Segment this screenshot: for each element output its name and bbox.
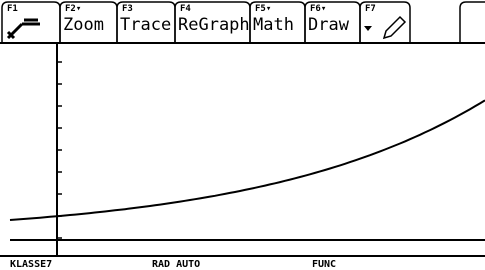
tab-label: Trace xyxy=(120,15,171,35)
tab-key: F7 xyxy=(365,4,376,14)
tab-key: F3 xyxy=(122,4,133,14)
tab-label: Zoom xyxy=(63,15,104,35)
tab-key: F2▾ xyxy=(65,4,81,14)
calculator-screen: F1 F2▾Zoom F3Trace F4ReGraph F5▾Math F6▾Draw F… xyxy=(0,0,485,270)
status-graph-mode: FUNC xyxy=(312,259,336,270)
tab-key: F5▾ xyxy=(255,4,271,14)
tab-label: Draw xyxy=(308,15,350,35)
status-folder: KLASSE7 xyxy=(10,259,52,270)
background xyxy=(0,0,485,270)
tab-key: F4 xyxy=(180,4,191,14)
tab-label: Math xyxy=(253,15,294,35)
tab-key: F6▾ xyxy=(310,4,326,14)
status-mode: RAD AUTO xyxy=(152,259,200,270)
tab-key: F1 xyxy=(7,4,18,14)
tab-label: ReGraph xyxy=(178,15,250,35)
